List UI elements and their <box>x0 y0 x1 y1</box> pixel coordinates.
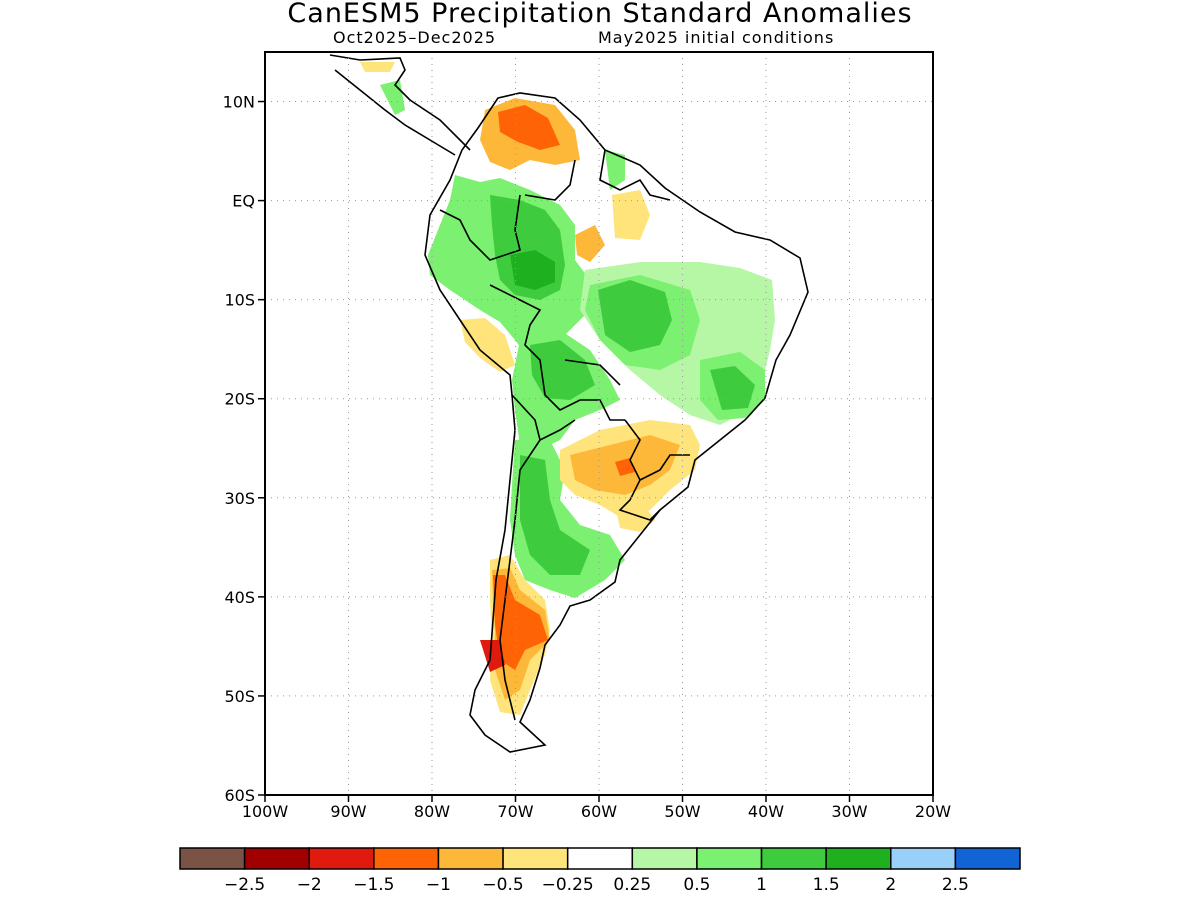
wet-anomaly-east-core <box>598 280 672 352</box>
anomaly-field <box>329 54 809 753</box>
wet-anomaly-north-max <box>510 250 555 290</box>
dry-anomaly-venezuela-core <box>498 105 560 150</box>
colorbar-swatch <box>760 847 827 870</box>
initial-conditions-label: May2025 initial conditions <box>598 28 835 47</box>
colorbar-label: 1 <box>756 875 767 895</box>
colorbar-label: 2.5 <box>942 875 969 895</box>
colorbar-swatch <box>308 847 375 870</box>
colorbar-label: 1.5 <box>813 875 840 895</box>
dry-anomaly-central-america <box>360 62 395 72</box>
colorbar-label: −1 <box>426 875 451 895</box>
colorbar-label: −1.5 <box>353 875 394 895</box>
colorbar-label: 0.25 <box>613 875 651 895</box>
dry-anomaly-peru <box>460 318 515 372</box>
lon-tick-label: 80W <box>414 802 450 821</box>
map-title: CanESM5 Precipitation Standard Anomalies <box>287 0 913 29</box>
lat-tick-label: 10N <box>223 93 255 112</box>
dry-anomaly-patagonia-max <box>480 640 505 672</box>
colorbar-swatch <box>373 847 440 870</box>
latitude-axis: 10N EQ 10S 20S 30S 40S 50S 60S <box>223 93 265 805</box>
lat-tick-label: 20S <box>224 390 255 409</box>
colorbar-swatch <box>696 847 763 870</box>
lon-tick-label: 20W <box>915 802 951 821</box>
colorbar-label: −2.5 <box>224 875 265 895</box>
colorbar-swatch <box>566 847 634 870</box>
wet-anomaly-central-core <box>530 340 595 400</box>
colorbar-swatch <box>825 847 892 870</box>
lon-tick-label: 40W <box>748 802 784 821</box>
lat-tick-label: 50S <box>224 687 255 706</box>
lon-tick-label: 90W <box>330 802 366 821</box>
colorbar-label: −2 <box>297 875 322 895</box>
wet-anomaly-guiana <box>605 150 625 190</box>
colorbar-swatch <box>890 847 957 870</box>
coastlines-and-borders <box>329 54 809 753</box>
dry-anomaly-amazon-north <box>612 190 650 240</box>
lat-tick-label: 30S <box>224 489 255 508</box>
colorbar-swatch <box>437 847 504 870</box>
colorbar: −2.5 −2 −1.5 −1 −0.5 −0.25 0.25 0.5 1 1.5 2 2.5 <box>179 847 1021 895</box>
lon-tick-label: 30W <box>831 802 867 821</box>
longitude-axis: 100W 90W 80W 70W 60W 50W 40W 30W 20W <box>242 795 951 821</box>
colorbar-label: −0.5 <box>482 875 523 895</box>
lat-tick-label: 40S <box>224 588 255 607</box>
colorbar-swatch <box>502 847 569 870</box>
dry-anomaly-pampa-core <box>615 458 635 476</box>
colorbar-swatch <box>179 847 246 870</box>
colorbar-label: −0.25 <box>542 875 594 895</box>
lon-tick-label: 50W <box>664 802 700 821</box>
lat-tick-label: 10S <box>224 291 255 310</box>
wet-anomaly-andes-south-core <box>520 455 590 575</box>
lat-tick-label: EQ <box>232 192 255 211</box>
forecast-period: Oct2025–Dec2025 <box>333 28 497 47</box>
lon-tick-label: 100W <box>242 802 289 821</box>
dry-anomaly-patagonia-core <box>493 575 548 670</box>
lon-tick-label: 60W <box>581 802 617 821</box>
colorbar-swatch <box>631 847 698 870</box>
lat-tick-label: 60S <box>224 786 255 805</box>
colorbar-swatch <box>243 847 310 870</box>
lon-tick-label: 70W <box>497 802 533 821</box>
colorbar-label: 2 <box>885 875 896 895</box>
dry-anomaly-amazon-west <box>575 225 605 262</box>
dry-anomaly-uruguay <box>615 500 655 532</box>
colorbar-label: 0.5 <box>683 875 710 895</box>
colorbar-swatch <box>954 847 1021 870</box>
